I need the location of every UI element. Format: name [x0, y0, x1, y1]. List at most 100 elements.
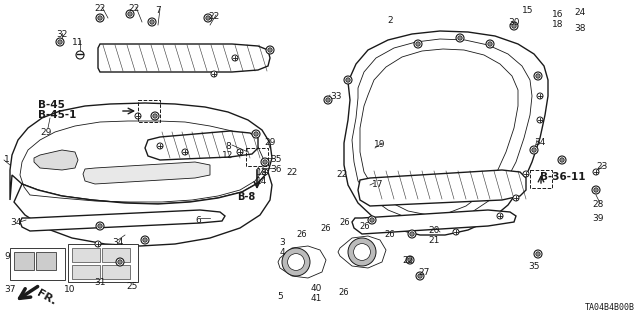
Text: 27: 27	[419, 268, 429, 277]
Text: 29: 29	[264, 138, 275, 147]
Text: 8: 8	[225, 142, 231, 151]
Text: 33: 33	[330, 92, 342, 101]
Bar	[138, 100, 160, 122]
Circle shape	[530, 146, 538, 154]
Text: 31: 31	[94, 278, 106, 287]
Circle shape	[408, 258, 412, 262]
Text: 29: 29	[40, 128, 52, 137]
Text: 34: 34	[534, 138, 545, 147]
Circle shape	[348, 238, 376, 266]
Circle shape	[237, 149, 243, 155]
Circle shape	[368, 216, 376, 224]
Bar	[102, 265, 130, 279]
Circle shape	[593, 169, 599, 175]
Circle shape	[534, 72, 542, 80]
Circle shape	[96, 14, 104, 22]
Text: 26: 26	[360, 222, 371, 231]
Circle shape	[486, 40, 494, 48]
Text: 36: 36	[270, 165, 282, 174]
Polygon shape	[278, 246, 326, 278]
Bar	[102, 248, 130, 262]
Text: 5: 5	[277, 292, 283, 301]
Text: 2: 2	[387, 16, 393, 25]
Bar	[36, 252, 56, 270]
Text: 40: 40	[310, 284, 322, 293]
Circle shape	[534, 250, 542, 258]
Circle shape	[263, 160, 268, 164]
Circle shape	[98, 16, 102, 20]
Text: 34: 34	[112, 238, 124, 247]
Text: 20: 20	[428, 226, 440, 235]
Bar	[246, 148, 268, 166]
Polygon shape	[145, 131, 258, 160]
Circle shape	[512, 24, 516, 28]
Text: 21: 21	[428, 236, 440, 245]
Bar	[530, 170, 552, 188]
Circle shape	[58, 40, 62, 44]
Circle shape	[344, 76, 352, 84]
Text: 12: 12	[222, 151, 234, 160]
Circle shape	[354, 244, 371, 260]
Text: 38: 38	[574, 24, 586, 33]
Polygon shape	[352, 39, 532, 221]
Circle shape	[98, 224, 102, 228]
Text: 30: 30	[508, 18, 520, 27]
Circle shape	[153, 114, 157, 118]
Text: FR.: FR.	[35, 289, 58, 308]
Circle shape	[126, 10, 134, 18]
Circle shape	[406, 256, 414, 264]
Circle shape	[510, 22, 518, 30]
Polygon shape	[14, 172, 272, 246]
Circle shape	[254, 132, 258, 136]
Circle shape	[287, 254, 305, 271]
Polygon shape	[358, 170, 526, 206]
Circle shape	[135, 113, 141, 119]
Circle shape	[346, 78, 350, 82]
Text: 23: 23	[596, 162, 608, 171]
Circle shape	[453, 229, 459, 235]
Text: 28: 28	[592, 200, 604, 209]
Text: 35: 35	[528, 262, 540, 271]
Circle shape	[262, 169, 268, 175]
Circle shape	[141, 236, 149, 244]
Text: 18: 18	[552, 20, 564, 29]
Circle shape	[95, 241, 101, 247]
Circle shape	[151, 112, 159, 120]
Circle shape	[128, 12, 132, 16]
Polygon shape	[352, 210, 516, 234]
Text: 39: 39	[592, 214, 604, 223]
Circle shape	[143, 238, 147, 242]
Circle shape	[118, 260, 122, 264]
Bar	[68, 244, 138, 282]
Text: 22: 22	[337, 170, 348, 179]
Circle shape	[414, 40, 422, 48]
Circle shape	[157, 143, 163, 149]
Circle shape	[268, 48, 272, 52]
Circle shape	[416, 272, 424, 280]
Circle shape	[282, 248, 310, 276]
Text: 19: 19	[374, 140, 386, 149]
Circle shape	[560, 158, 564, 162]
Text: 9: 9	[4, 252, 10, 261]
Polygon shape	[338, 236, 386, 268]
Circle shape	[261, 158, 269, 166]
Bar	[14, 252, 34, 270]
Bar	[72, 248, 100, 262]
Text: 25: 25	[126, 282, 138, 291]
Circle shape	[532, 148, 536, 152]
Circle shape	[96, 222, 104, 230]
Circle shape	[537, 117, 543, 123]
Text: 37: 37	[4, 285, 16, 294]
Circle shape	[418, 274, 422, 278]
Circle shape	[232, 55, 238, 61]
Text: 13: 13	[256, 168, 268, 177]
Text: 22: 22	[403, 256, 413, 265]
Circle shape	[56, 38, 64, 46]
Text: B-45: B-45	[38, 100, 65, 110]
Circle shape	[536, 252, 540, 256]
Text: 26: 26	[385, 230, 396, 239]
Circle shape	[326, 98, 330, 102]
Text: 26: 26	[339, 288, 349, 297]
Text: 14: 14	[256, 177, 268, 186]
Circle shape	[523, 171, 529, 177]
